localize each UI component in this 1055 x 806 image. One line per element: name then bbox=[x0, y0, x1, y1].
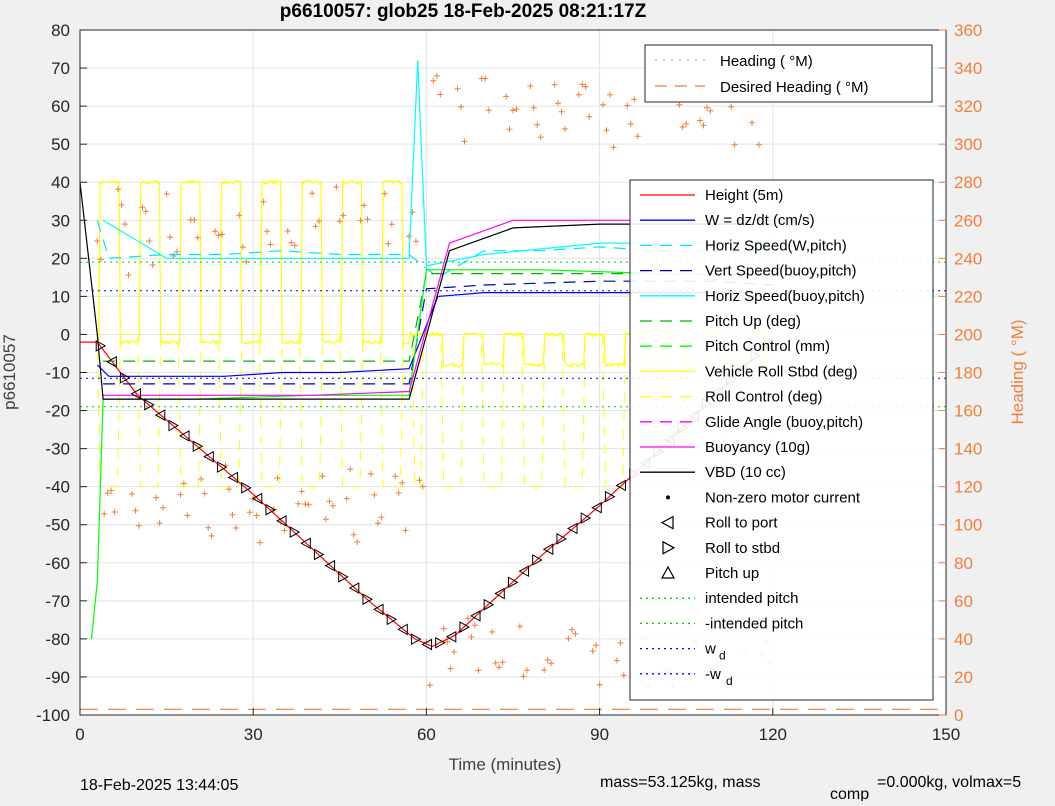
legend-label-1: W = dz/dt (cm/s) bbox=[705, 212, 815, 229]
x-tick-label: 0 bbox=[75, 725, 84, 744]
y-tick-label: 30 bbox=[51, 211, 70, 230]
chart-title: p6610057: glob25 18-Feb-2025 08:21:17Z bbox=[280, 1, 647, 22]
y-ticks: 80 70 60 50 40 30 20 10 0 -10 -20 -30 -40 -50 -60 -70 -8… bbox=[36, 21, 87, 725]
legend-label-14: Roll to stbd bbox=[705, 540, 780, 557]
y-tick-label: 0 bbox=[61, 325, 70, 344]
legend-label-13: Roll to port bbox=[705, 515, 778, 532]
x-tick-label: 90 bbox=[590, 725, 609, 744]
y-tick-label: -20 bbox=[45, 402, 70, 421]
y-right-tick-label: 240 bbox=[954, 249, 982, 268]
footer-volmax: =0.000kg, volmax=5 bbox=[877, 774, 1021, 791]
y-right-tick-label: 200 bbox=[954, 325, 982, 344]
y-tick-label: 80 bbox=[51, 21, 70, 40]
footer-comp-subscript: comp bbox=[830, 786, 869, 801]
legend-label-5: Pitch Up (deg) bbox=[705, 313, 801, 330]
y-right-tick-label: 300 bbox=[954, 135, 982, 154]
y-right-tick-label: 100 bbox=[954, 516, 982, 535]
y-tick-label: 40 bbox=[51, 173, 70, 192]
y-right-tick-label: 320 bbox=[954, 97, 982, 116]
legend-subscript-wd: d bbox=[719, 649, 726, 663]
legend-main: Height (5m) W = dz/dt (cm/s) Horiz Speed(W… bbox=[630, 180, 933, 700]
footer-mass: mass=53.125kg, mass bbox=[600, 774, 761, 791]
y-tick-label: -50 bbox=[45, 516, 70, 535]
legend-label-11: VBD (10 cc) bbox=[705, 464, 786, 481]
y-right-tick-label: 180 bbox=[954, 364, 982, 383]
legend-heading: Heading ( °M) Desired Heading ( °M) bbox=[645, 45, 932, 102]
y-right-tick-label: 0 bbox=[954, 706, 963, 725]
legend-label-16: intended pitch bbox=[705, 590, 798, 607]
y-tick-label: -10 bbox=[45, 364, 70, 383]
y-right-tick-label: 360 bbox=[954, 21, 982, 40]
y-tick-label: 50 bbox=[51, 135, 70, 154]
x-tick-label: 120 bbox=[759, 725, 787, 744]
legend-label-19: -w bbox=[705, 666, 721, 683]
legend-label-7: Vehicle Roll Stbd (deg) bbox=[705, 363, 858, 380]
y-right-tick-label: 260 bbox=[954, 211, 982, 230]
y-tick-label: 20 bbox=[51, 249, 70, 268]
y-right-tick-label: 280 bbox=[954, 173, 982, 192]
legend-label-10: Buoyancy (10g) bbox=[705, 439, 810, 456]
y-tick-label: -90 bbox=[45, 668, 70, 687]
y-right-tick-label: 60 bbox=[954, 592, 973, 611]
y-right-tick-label: 40 bbox=[954, 630, 973, 649]
y-tick-label: -80 bbox=[45, 630, 70, 649]
x-tick-label: 150 bbox=[932, 725, 960, 744]
legend-label-18: w bbox=[704, 641, 716, 658]
y-right-tick-label: 20 bbox=[954, 668, 973, 687]
y-right-tick-label: 160 bbox=[954, 402, 982, 421]
legend-label-8: Roll Control (deg) bbox=[705, 389, 823, 406]
footer-timestamp: 18-Feb-2025 13:44:05 bbox=[80, 777, 238, 794]
x-axis-label: Time (minutes) bbox=[449, 755, 562, 774]
legend-subscript-wd: d bbox=[726, 674, 733, 688]
y-tick-label: 10 bbox=[51, 287, 70, 306]
y-right-axis-label: Heading ( °M) bbox=[1008, 319, 1027, 424]
y-tick-label: -60 bbox=[45, 554, 70, 573]
legend-desired-heading-label: Desired Heading ( °M) bbox=[720, 79, 869, 96]
x-tick-label: 60 bbox=[417, 725, 436, 744]
x-tick-label: 30 bbox=[244, 725, 263, 744]
y-right-tick-label: 220 bbox=[954, 287, 982, 306]
y-right-tick-label: 80 bbox=[954, 554, 973, 573]
y-right-tick-label: 140 bbox=[954, 440, 982, 459]
y-axis-label: p6610057 bbox=[0, 334, 19, 410]
y-tick-label: -70 bbox=[45, 592, 70, 611]
legend-label-6: Pitch Control (mm) bbox=[705, 338, 830, 355]
legend-label-9: Glide Angle (buoy,pitch) bbox=[705, 414, 863, 431]
legend-label-2: Horiz Speed(W,pitch) bbox=[705, 237, 847, 254]
legend-label-0: Height (5m) bbox=[705, 187, 783, 204]
y-right-tick-label: 120 bbox=[954, 478, 982, 497]
legend-label-4: Horiz Speed(buoy,pitch) bbox=[705, 288, 865, 305]
legend-label-12: Non-zero motor current bbox=[705, 489, 861, 506]
legend-label-3: Vert Speed(buoy,pitch) bbox=[705, 263, 856, 280]
legend-label-15: Pitch up bbox=[705, 565, 759, 582]
legend-heading-label: Heading ( °M) bbox=[720, 53, 813, 70]
y-tick-label: -100 bbox=[36, 706, 70, 725]
y-tick-label: -40 bbox=[45, 478, 70, 497]
y-tick-label: -30 bbox=[45, 440, 70, 459]
legend-label-17: -intended pitch bbox=[705, 615, 803, 632]
y-tick-label: 60 bbox=[51, 97, 70, 116]
legend-swatch-motor-current bbox=[666, 495, 670, 499]
y-tick-label: 70 bbox=[51, 59, 70, 78]
y-right-tick-label: 340 bbox=[954, 59, 982, 78]
